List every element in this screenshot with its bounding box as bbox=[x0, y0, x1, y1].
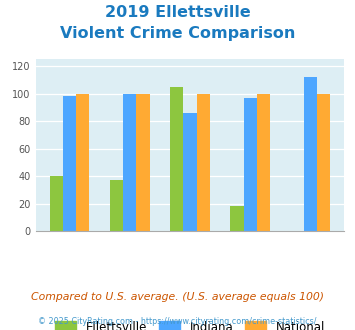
Bar bbox=[76, 94, 89, 231]
Bar bbox=[63, 96, 76, 231]
Legend: Ellettsville, Indiana, National: Ellettsville, Indiana, National bbox=[50, 316, 330, 330]
Bar bbox=[197, 94, 210, 231]
Bar bbox=[50, 176, 63, 231]
Bar bbox=[123, 94, 136, 231]
Bar bbox=[257, 94, 270, 231]
Bar bbox=[110, 180, 123, 231]
Bar bbox=[304, 77, 317, 231]
Bar bbox=[230, 206, 244, 231]
Bar bbox=[183, 113, 197, 231]
Text: Compared to U.S. average. (U.S. average equals 100): Compared to U.S. average. (U.S. average … bbox=[31, 292, 324, 302]
Bar bbox=[136, 94, 149, 231]
Text: 2019 Ellettsville: 2019 Ellettsville bbox=[105, 5, 250, 20]
Text: © 2025 CityRating.com - https://www.cityrating.com/crime-statistics/: © 2025 CityRating.com - https://www.city… bbox=[38, 317, 317, 326]
Bar bbox=[317, 94, 330, 231]
Bar bbox=[170, 87, 183, 231]
Bar bbox=[244, 98, 257, 231]
Text: Violent Crime Comparison: Violent Crime Comparison bbox=[60, 26, 295, 41]
